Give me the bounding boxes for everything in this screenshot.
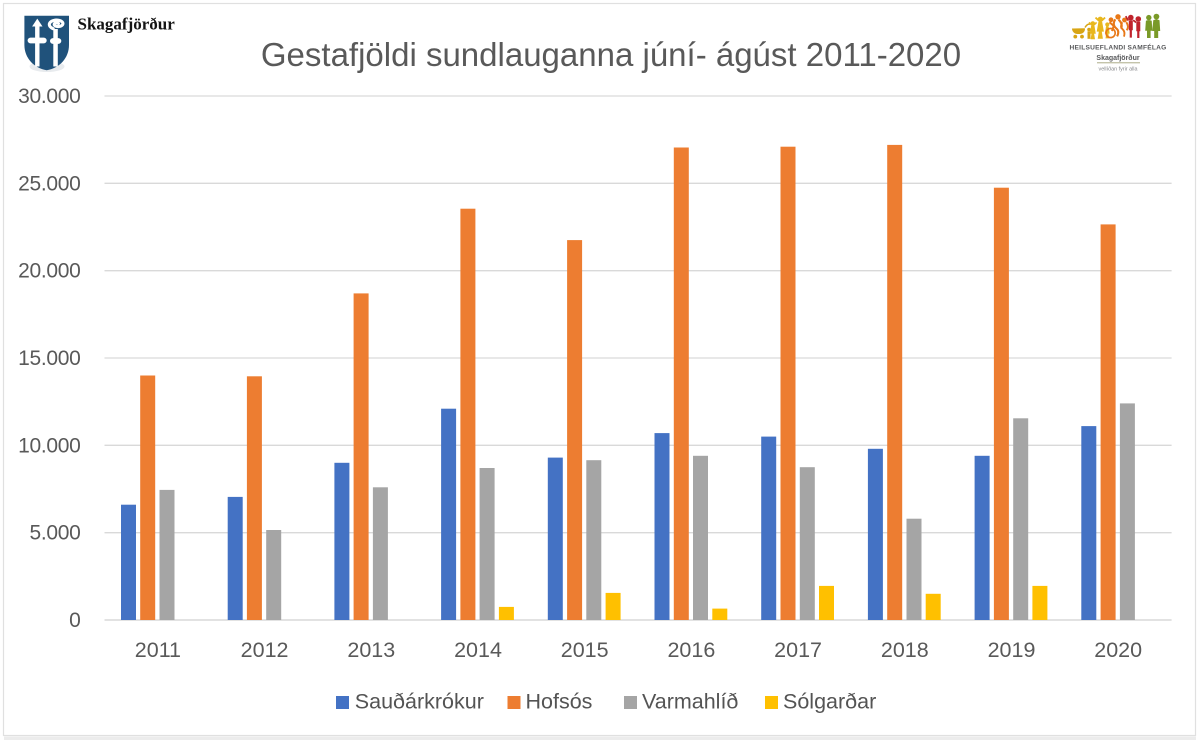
svg-text:20.000: 20.000 <box>18 260 80 283</box>
svg-text:2013: 2013 <box>347 638 395 662</box>
svg-text:Sólgarðar: Sólgarðar <box>783 690 876 714</box>
svg-text:5.000: 5.000 <box>29 522 80 545</box>
svg-text:2016: 2016 <box>667 638 715 662</box>
svg-text:Sauðárkrókur: Sauðárkrókur <box>355 690 484 714</box>
svg-text:HEILSUEFLANDI SAMFÉLAG: HEILSUEFLANDI SAMFÉLAG <box>1069 43 1166 52</box>
svg-text:2019: 2019 <box>988 638 1036 662</box>
svg-text:2011: 2011 <box>135 638 181 662</box>
svg-text:30.000: 30.000 <box>18 85 80 108</box>
svg-text:vellíðan fyrir alla: vellíðan fyrir alla <box>1099 65 1138 72</box>
svg-text:2017: 2017 <box>774 638 822 662</box>
svg-text:Gestafjöldi sundlauganna júní-: Gestafjöldi sundlauganna júní- ágúst 201… <box>261 36 961 73</box>
svg-text:Skagafjörður: Skagafjörður <box>78 14 176 33</box>
svg-text:2012: 2012 <box>241 638 289 662</box>
svg-text:2015: 2015 <box>561 638 609 662</box>
svg-text:15.000: 15.000 <box>18 347 80 370</box>
svg-text:2014: 2014 <box>454 638 502 662</box>
svg-text:2020: 2020 <box>1094 638 1142 662</box>
svg-text:10.000: 10.000 <box>18 434 80 457</box>
svg-text:Skagafjörður: Skagafjörður <box>1096 54 1139 62</box>
svg-text:Varmahlíð: Varmahlíð <box>642 690 738 714</box>
svg-text:25.000: 25.000 <box>18 172 80 195</box>
svg-text:0: 0 <box>69 609 80 632</box>
svg-text:2018: 2018 <box>881 638 929 662</box>
svg-text:Hofsós: Hofsós <box>526 690 593 714</box>
